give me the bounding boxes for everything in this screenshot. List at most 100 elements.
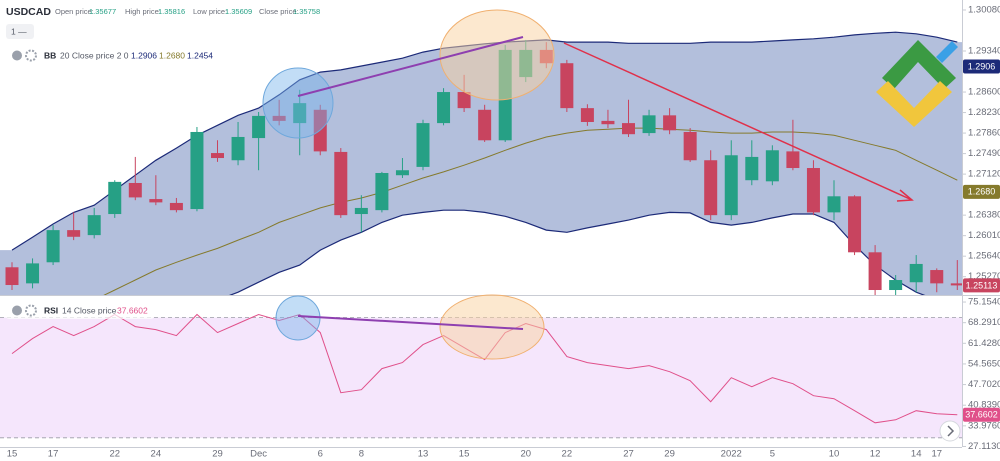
- low-value: 1.35609: [225, 7, 252, 16]
- x-tick-label: 5: [770, 449, 775, 460]
- y-tick-label: 40.8390: [968, 400, 1000, 411]
- candle-body: [724, 155, 738, 216]
- logo-blue: [936, 41, 958, 63]
- y-tick-label: 68.2910: [968, 317, 1000, 328]
- candle-body: [334, 151, 348, 216]
- x-tick-label: 29: [212, 449, 223, 460]
- low-label: Low price:: [193, 7, 227, 16]
- rsi-line: [11, 313, 958, 424]
- interval-text[interactable]: 1 —: [11, 26, 27, 36]
- candle-body: [622, 123, 635, 135]
- x-tick-label: 12: [870, 449, 881, 460]
- y-tick-label: 54.5650: [968, 358, 1000, 369]
- candle-body: [663, 115, 677, 131]
- candle-body: [909, 263, 923, 283]
- y-tick-label: 1.27860: [968, 128, 1000, 139]
- visibility-icon[interactable]: [12, 50, 22, 61]
- interval-button[interactable]: [6, 24, 34, 39]
- high-label: High price:: [125, 7, 161, 16]
- candle-body: [478, 109, 492, 141]
- symbol: USDCAD: [6, 6, 51, 18]
- trend-line: [297, 315, 524, 330]
- visibility-icon[interactable]: [12, 305, 22, 316]
- candle-body: [46, 230, 60, 263]
- y-tick-label: 1.28230: [968, 107, 1000, 118]
- x-tick-label: 13: [418, 449, 429, 460]
- logo-green: [882, 40, 956, 89]
- candle-body: [272, 115, 286, 121]
- bb-middle-value: 1.2680: [159, 50, 185, 60]
- candle-body: [601, 120, 615, 125]
- candle-body: [354, 207, 368, 215]
- y-tick-label: 1.29340: [968, 46, 1000, 57]
- bb-params: 20 Close price 2 0: [60, 50, 129, 60]
- candle-body: [950, 283, 962, 286]
- y-tick-label: 1.26380: [968, 210, 1000, 221]
- x-tick-label: 8: [359, 449, 364, 460]
- rsi-last-tag-bg: [963, 407, 1000, 422]
- candle-body: [87, 215, 101, 236]
- high-value: 1.35816: [158, 7, 185, 16]
- candle-body: [149, 199, 163, 203]
- candle-body: [683, 131, 697, 161]
- rsi-last-tag: 37.6602: [965, 410, 998, 420]
- scroll-button[interactable]: [939, 420, 961, 442]
- y-tick-label: 47.7020: [968, 379, 1000, 390]
- bb-upper-value: 1.2906: [131, 50, 157, 60]
- candle-body: [930, 270, 944, 284]
- highlight-circle: [275, 295, 321, 341]
- x-tick-label: 17: [931, 449, 942, 460]
- y-tick-label: 1.25640: [968, 251, 1000, 262]
- candle-body: [293, 103, 307, 124]
- candle-body: [457, 92, 471, 109]
- y-tick-label: 1.25270: [968, 271, 1000, 282]
- rsi-label: RSI: [44, 305, 58, 315]
- candle-body: [375, 173, 389, 211]
- candle-body: [416, 123, 430, 167]
- y-tick-label: 1.30080: [968, 4, 1000, 15]
- bb-upper-tag-bg: [963, 59, 1000, 74]
- candle-body: [704, 160, 718, 216]
- y-tick-label: 33.9760: [968, 420, 1000, 431]
- open-label: Open price:: [55, 7, 94, 16]
- candle-body: [580, 108, 594, 122]
- x-tick-label: 14: [911, 449, 922, 460]
- y-tick-label: 61.4280: [968, 338, 1000, 349]
- candle-body: [437, 92, 451, 124]
- drawings: [262, 9, 914, 360]
- bb-middle-tag-bg: [963, 184, 1000, 199]
- candle-body: [67, 230, 81, 237]
- logo: [876, 40, 958, 127]
- rsi-params: 14 Close price: [62, 305, 117, 315]
- x-tick-label: 2022: [721, 449, 742, 460]
- settings-icon[interactable]: [25, 304, 37, 317]
- x-tick-label: 6: [318, 449, 323, 460]
- candle-body: [806, 168, 820, 213]
- scroll-chevron[interactable]: [947, 425, 955, 437]
- y-tick-label: 75.1540: [968, 297, 1000, 308]
- x-tick-label: 29: [664, 449, 675, 460]
- x-tick-label: 22: [562, 449, 573, 460]
- bb-upper-tag: 1.2906: [968, 61, 996, 71]
- x-tick-label: Dec: [250, 449, 267, 460]
- last-price-tag: 1.25113: [966, 280, 998, 290]
- x-tick-label: 24: [151, 449, 162, 460]
- candle-body: [827, 196, 841, 213]
- candle-body: [868, 252, 882, 291]
- x-tick-label: 17: [48, 449, 59, 460]
- bb-legend-bg: [6, 47, 218, 64]
- candle-body: [108, 181, 122, 215]
- rsi-legend-bg: [6, 302, 154, 319]
- candle-body: [765, 150, 779, 182]
- settings-icon[interactable]: [25, 49, 37, 62]
- y-tick-label: 27.1130: [968, 441, 1000, 452]
- candle-body: [252, 115, 266, 139]
- candle-body: [128, 182, 142, 198]
- y-tick-label: 1.27490: [968, 148, 1000, 159]
- y-tick-label: 1.26010: [968, 230, 1000, 241]
- trend-arrow: [563, 42, 913, 201]
- bb-middle-tag: 1.2680: [968, 187, 996, 197]
- candle-body: [889, 280, 903, 291]
- close-label: Close price:: [259, 7, 299, 16]
